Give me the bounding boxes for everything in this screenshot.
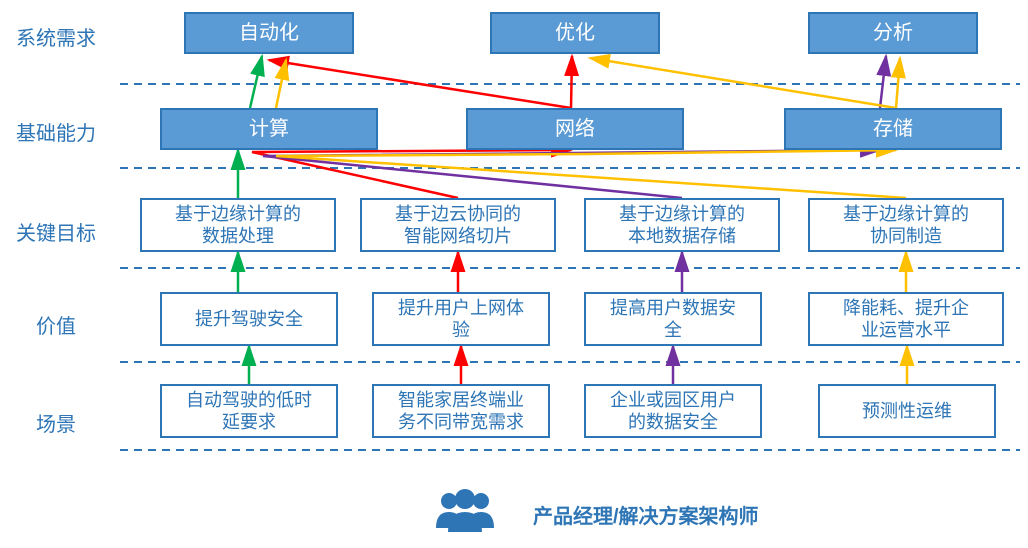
val-energy: 降能耗、提升企 业运营水平 [808,292,1004,346]
goal-edge-mfg: 基于边缘计算的 协同制造 [808,198,1004,252]
val-datasec: 提高用户数据安 全 [584,292,762,346]
overlay-svg [0,0,1028,548]
cap-network: 网络 [466,108,684,150]
people-icon [430,488,500,537]
sys-opt: 优化 [490,12,660,54]
cap-storage: 存储 [784,108,1002,150]
row-label-goal: 关键目标 [16,217,96,246]
diagram-canvas: 系统需求 基础能力 关键目标 价值 场景 自动化 优化 分析计算 网络 存储基于边缘计算… [0,0,1028,548]
sys-analyze: 分析 [808,12,978,54]
goal-edge-proc: 基于边缘计算的 数据处理 [140,198,336,252]
sys-auto: 自动化 [184,12,354,54]
row-label-value: 价值 [36,310,76,339]
row-label-sys: 系统需求 [16,22,96,51]
cap-compute: 计算 [160,108,378,150]
val-drive: 提升驾驶安全 [160,292,338,346]
sc-campus: 企业或园区用户 的数据安全 [584,384,762,438]
sc-predict: 预测性运维 [818,384,996,438]
val-netexp: 提升用户上网体 验 [372,292,550,346]
row-label-scene: 场景 [36,408,76,437]
sc-autodrive: 自动驾驶的低时 延要求 [160,384,338,438]
footer-label: 产品经理/解决方案架构师 [533,500,759,529]
goal-edge-slice: 基于边云协同的 智能网络切片 [360,198,556,252]
row-label-cap: 基础能力 [16,117,96,146]
sc-smarthome: 智能家居终端业 务不同带宽需求 [372,384,550,438]
goal-edge-store: 基于边缘计算的 本地数据存储 [584,198,780,252]
